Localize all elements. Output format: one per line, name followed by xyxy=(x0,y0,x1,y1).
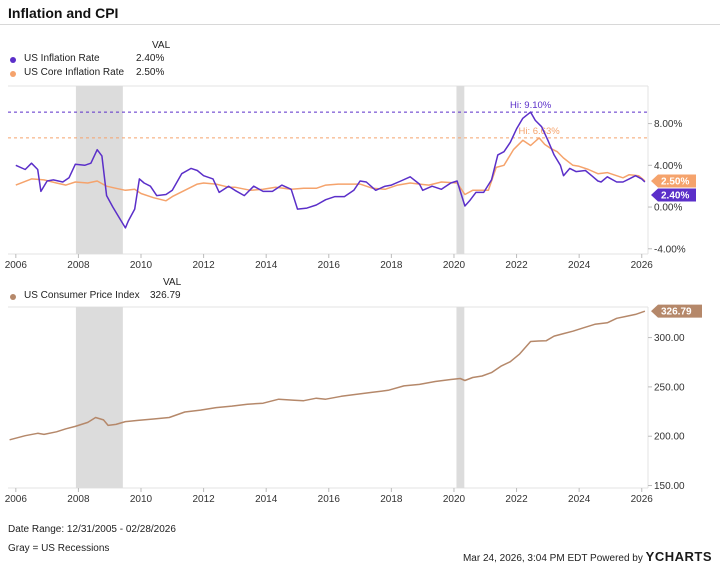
y-tick-label: 4.00% xyxy=(654,161,682,172)
recession-band xyxy=(75,86,123,254)
legend-marker-icon xyxy=(10,71,16,77)
x-tick-label: 2014 xyxy=(255,260,278,271)
x-tick-label: 2006 xyxy=(5,260,28,271)
high-label: Hi: 6.63% xyxy=(518,126,560,137)
legend-header: VAL xyxy=(163,277,182,288)
x-tick-label: 2024 xyxy=(568,494,591,505)
series-line-us-consumer-price-index xyxy=(9,310,646,441)
x-tick-label: 2010 xyxy=(130,494,153,505)
cpi-legend: VAL US Consumer Price Index 326.79 xyxy=(8,277,188,305)
x-tick-label: 2018 xyxy=(380,494,403,505)
recession-band xyxy=(456,307,465,488)
x-tick-label: 2014 xyxy=(255,494,278,505)
page-title: Inflation and CPI xyxy=(8,5,119,21)
legend-header: VAL xyxy=(152,40,171,51)
y-tick-label: 200.00 xyxy=(654,432,685,443)
x-tick-label: 2016 xyxy=(318,494,341,505)
inflation-legend: VAL US Inflation Rate 2.40% US Core Infl… xyxy=(8,40,188,80)
legend-label: US Core Inflation Rate xyxy=(24,67,125,78)
y-tick-label: 8.00% xyxy=(654,119,682,130)
y-tick-label: -4.00% xyxy=(654,244,686,255)
x-tick-label: 2016 xyxy=(318,260,341,271)
legend-marker-icon xyxy=(10,294,16,300)
x-tick-label: 2026 xyxy=(631,494,654,505)
x-tick-label: 2026 xyxy=(631,260,654,271)
end-value-tag xyxy=(651,304,702,318)
x-tick-label: 2006 xyxy=(5,494,28,505)
legend-value: 326.79 xyxy=(150,290,181,301)
high-label: Hi: 9.10% xyxy=(510,100,552,111)
recession-band xyxy=(75,307,123,488)
y-tick-label: 0.00% xyxy=(654,203,682,214)
x-tick-label: 2022 xyxy=(505,260,528,271)
end-value-tag xyxy=(651,174,696,188)
end-value-label: 2.40% xyxy=(661,190,689,201)
x-tick-label: 2012 xyxy=(192,494,215,505)
x-tick-label: 2020 xyxy=(443,260,466,271)
end-value-label: 326.79 xyxy=(661,307,692,318)
inflation-chart[interactable]: 8.00% 4.00% 0.00% -4.00% 2006 2008 2010 2012 201… xyxy=(0,82,720,272)
ycharts-logo[interactable]: YCHARTS xyxy=(645,549,712,564)
legend-marker-icon xyxy=(10,57,16,63)
legend-item-us-core-inflation-rate[interactable]: US Core Inflation Rate 2.50% xyxy=(8,67,178,81)
x-tick-label: 2018 xyxy=(380,260,403,271)
legend-label: US Consumer Price Index xyxy=(24,290,140,301)
legend-item-us-inflation-rate[interactable]: US Inflation Rate 2.40% xyxy=(8,53,178,67)
powered-by: Mar 24, 2026, 3:04 PM EDT Powered by YCH… xyxy=(463,549,712,564)
date-range: Date Range: 12/31/2005 - 02/28/2026 xyxy=(8,524,176,535)
title-divider xyxy=(0,24,720,25)
legend-value: 2.50% xyxy=(136,67,165,78)
series-line-us-core-inflation-rate xyxy=(15,137,646,202)
end-value-label: 2.50% xyxy=(661,176,689,187)
y-tick-label: 150.00 xyxy=(654,481,685,492)
x-tick-label: 2012 xyxy=(192,260,215,271)
timestamp: Mar 24, 2026, 3:04 PM EDT Powered by xyxy=(462,553,643,564)
legend-item-us-consumer-price-index[interactable]: US Consumer Price Index 326.79 xyxy=(8,290,188,304)
x-tick-label: 2024 xyxy=(568,260,591,271)
series-line-us-inflation-rate xyxy=(15,111,646,229)
cpi-chart[interactable]: 300.00 250.00 200.00 150.00 2006 2008 2010 2012… xyxy=(0,303,720,508)
end-value-tag xyxy=(651,188,696,202)
recessions-note: Gray = US Recessions xyxy=(8,543,110,554)
y-tick-label: 300.00 xyxy=(654,333,685,344)
recession-band xyxy=(456,86,465,254)
x-tick-label: 2020 xyxy=(443,494,466,505)
x-tick-label: 2008 xyxy=(67,260,90,271)
legend-value: 2.40% xyxy=(136,53,165,64)
legend-label: US Inflation Rate xyxy=(24,53,100,64)
x-tick-label: 2022 xyxy=(505,494,528,505)
x-tick-label: 2010 xyxy=(130,260,153,271)
y-tick-label: 250.00 xyxy=(654,382,685,393)
x-tick-label: 2008 xyxy=(67,494,90,505)
